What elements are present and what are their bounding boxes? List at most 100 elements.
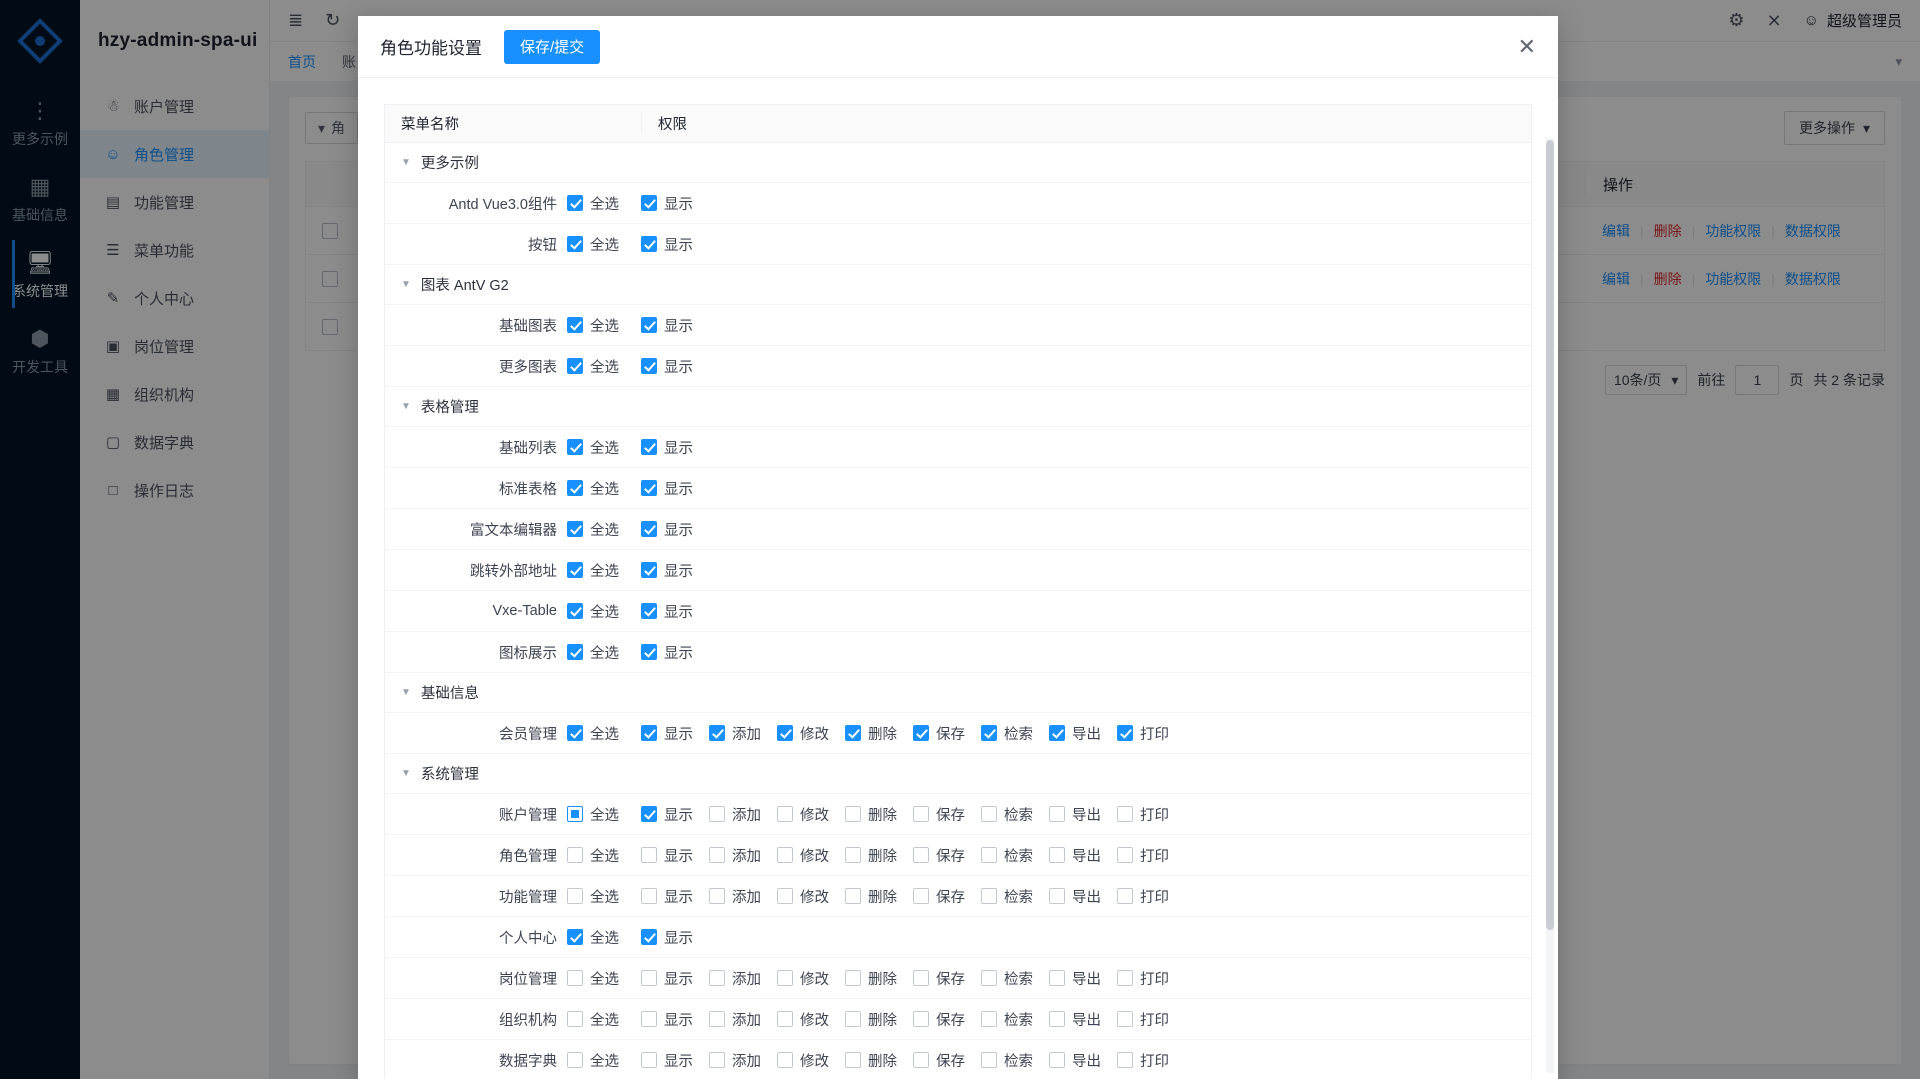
permission-删除[interactable]: 删除 [845, 723, 913, 744]
select-all-cell[interactable]: 全选 [567, 1009, 619, 1030]
checkbox-导出[interactable] [1049, 847, 1065, 863]
permission-显示[interactable]: 显示 [641, 1009, 709, 1030]
checkbox-select-all[interactable] [567, 562, 583, 578]
checkbox-select-all[interactable] [567, 644, 583, 660]
permission-添加[interactable]: 添加 [709, 886, 777, 907]
checkbox-添加[interactable] [709, 970, 725, 986]
select-all-cell[interactable]: 全选 [567, 968, 619, 989]
checkbox-显示[interactable] [641, 970, 657, 986]
sidebar-item-数据字典[interactable]: ▢ 数据字典 [80, 418, 269, 466]
permission-显示[interactable]: 显示 [641, 804, 709, 825]
permission-检索[interactable]: 检索 [981, 968, 1049, 989]
permission-添加[interactable]: 添加 [709, 968, 777, 989]
checkbox-打印[interactable] [1117, 725, 1133, 741]
checkbox-删除[interactable] [845, 888, 861, 904]
save-submit-button[interactable]: 保存/提交 [504, 29, 601, 64]
permission-添加[interactable]: 添加 [709, 804, 777, 825]
checkbox-select-all[interactable] [567, 725, 583, 741]
sidebar-item-账户管理[interactable]: ☃ 账户管理 [80, 82, 269, 130]
permission-显示[interactable]: 显示 [641, 1050, 709, 1071]
permission-显示[interactable]: 显示 [641, 601, 709, 622]
row-checkbox-cell[interactable] [306, 222, 354, 239]
sidebar-item-组织机构[interactable]: ▦ 组织机构 [80, 370, 269, 418]
checkbox-select-all[interactable] [567, 195, 583, 211]
sidebar-item-操作日志[interactable]: □ 操作日志 [80, 466, 269, 514]
checkbox-select-all[interactable] [567, 317, 583, 333]
checkbox-添加[interactable] [709, 847, 725, 863]
checkbox-修改[interactable] [777, 806, 793, 822]
sidebar-item-岗位管理[interactable]: ▣ 岗位管理 [80, 322, 269, 370]
checkbox-select-all[interactable] [567, 358, 583, 374]
select-all-cell[interactable]: 全选 [567, 804, 619, 825]
checkbox-select-all[interactable] [567, 806, 583, 822]
checkbox-select-all[interactable] [567, 439, 583, 455]
permission-检索[interactable]: 检索 [981, 1050, 1049, 1071]
checkbox-打印[interactable] [1117, 1011, 1133, 1027]
checkbox-select-all[interactable] [567, 888, 583, 904]
row-action-删除[interactable]: 删除 [1653, 222, 1682, 239]
checkbox-保存[interactable] [913, 1052, 929, 1068]
checkbox-添加[interactable] [709, 725, 725, 741]
select-all-cell[interactable]: 全选 [567, 560, 619, 581]
permission-保存[interactable]: 保存 [913, 886, 981, 907]
checkbox-显示[interactable] [641, 358, 657, 374]
menu-collapse-icon[interactable]: ≣ [288, 10, 304, 30]
checkbox-检索[interactable] [981, 888, 997, 904]
permission-导出[interactable]: 导出 [1049, 723, 1117, 744]
permission-group-row[interactable]: ▼ 基础信息 [385, 673, 1531, 713]
checkbox-添加[interactable] [709, 806, 725, 822]
checkbox-导出[interactable] [1049, 806, 1065, 822]
checkbox-修改[interactable] [777, 888, 793, 904]
checkbox-删除[interactable] [845, 1052, 861, 1068]
checkbox-检索[interactable] [981, 1011, 997, 1027]
permission-group-row[interactable]: ▼ 图表 AntV G2 [385, 265, 1531, 305]
rail-item-开发工具[interactable]: ⬢ 开发工具 [12, 310, 68, 386]
checkbox-检索[interactable] [981, 806, 997, 822]
checkbox-修改[interactable] [777, 725, 793, 741]
checkbox-显示[interactable] [641, 725, 657, 741]
permission-显示[interactable]: 显示 [641, 927, 709, 948]
checkbox-添加[interactable] [709, 888, 725, 904]
fullscreen-exit-icon[interactable]: ⨯ [1766, 10, 1782, 30]
user-area[interactable]: ☺ 超级管理员 [1804, 10, 1902, 31]
checkbox-显示[interactable] [641, 1011, 657, 1027]
permission-保存[interactable]: 保存 [913, 845, 981, 866]
select-all-cell[interactable]: 全选 [567, 478, 619, 499]
checkbox-修改[interactable] [777, 847, 793, 863]
permission-删除[interactable]: 删除 [845, 845, 913, 866]
caret-down-icon[interactable]: ▼ [401, 687, 411, 698]
select-all-cell[interactable]: 全选 [567, 845, 619, 866]
permission-显示[interactable]: 显示 [641, 193, 709, 214]
checkbox-显示[interactable] [641, 236, 657, 252]
checkbox-检索[interactable] [981, 725, 997, 741]
permission-显示[interactable]: 显示 [641, 845, 709, 866]
checkbox-导出[interactable] [1049, 725, 1065, 741]
checkbox-保存[interactable] [913, 1011, 929, 1027]
permission-打印[interactable]: 打印 [1117, 723, 1185, 744]
caret-down-icon[interactable]: ▼ [401, 157, 411, 168]
permission-group-row[interactable]: ▼ 更多示例 [385, 143, 1531, 183]
permission-检索[interactable]: 检索 [981, 1009, 1049, 1030]
permission-显示[interactable]: 显示 [641, 886, 709, 907]
permission-删除[interactable]: 删除 [845, 1050, 913, 1071]
select-all-cell[interactable]: 全选 [567, 356, 619, 377]
checkbox-导出[interactable] [1049, 1011, 1065, 1027]
permission-修改[interactable]: 修改 [777, 1050, 845, 1071]
permission-导出[interactable]: 导出 [1049, 1009, 1117, 1030]
checkbox-添加[interactable] [709, 1011, 725, 1027]
checkbox-显示[interactable] [641, 439, 657, 455]
checkbox-显示[interactable] [641, 929, 657, 945]
checkbox-显示[interactable] [641, 847, 657, 863]
permission-group-row[interactable]: ▼ 表格管理 [385, 387, 1531, 427]
permission-添加[interactable]: 添加 [709, 1009, 777, 1030]
checkbox-select-all[interactable] [567, 521, 583, 537]
permission-修改[interactable]: 修改 [777, 845, 845, 866]
permission-显示[interactable]: 显示 [641, 478, 709, 499]
select-all-cell[interactable]: 全选 [567, 1050, 619, 1071]
permission-显示[interactable]: 显示 [641, 560, 709, 581]
checkbox-select-all[interactable] [567, 1011, 583, 1027]
row-checkbox[interactable] [322, 318, 338, 335]
permission-保存[interactable]: 保存 [913, 804, 981, 825]
permission-打印[interactable]: 打印 [1117, 1009, 1185, 1030]
sidebar-item-菜单功能[interactable]: ☰ 菜单功能 [80, 226, 269, 274]
